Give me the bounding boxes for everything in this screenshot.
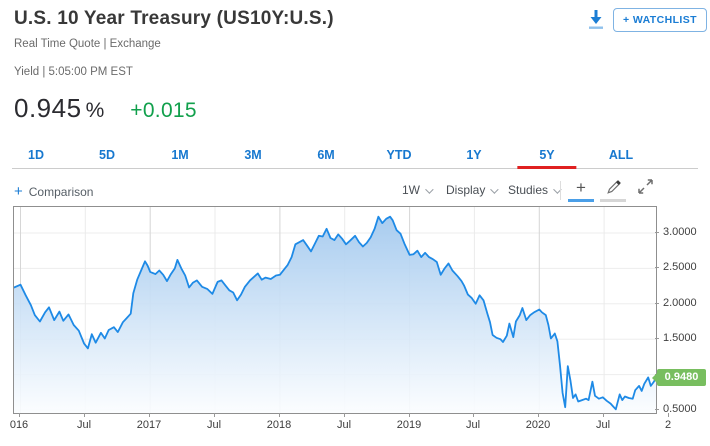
x-axis-label: Jul	[336, 419, 352, 431]
x-axis-label: 2019	[396, 419, 422, 431]
price-chart[interactable]	[13, 206, 657, 414]
x-axis-label: Jul	[76, 419, 92, 431]
studies-label: Studies	[508, 183, 549, 197]
range-tab-1m[interactable]: 1M	[171, 148, 189, 162]
range-tab-3m[interactable]: 3M	[244, 148, 262, 162]
range-tab-5y[interactable]: 5Y	[517, 145, 577, 169]
fullscreen-button[interactable]	[632, 178, 658, 202]
download-icon	[586, 10, 606, 35]
x-axis-label: Jul	[465, 419, 481, 431]
x-axis-label: Jul	[595, 419, 611, 431]
x-axis-tick	[279, 413, 280, 417]
add-comparison-button[interactable]: + Comparison	[14, 183, 93, 200]
y-axis-label: 1.5000	[663, 332, 697, 344]
range-tab-ytd[interactable]: YTD	[386, 148, 412, 162]
range-tab-5d[interactable]: 5D	[99, 148, 115, 162]
x-axis-label: 2020	[525, 419, 551, 431]
x-axis-tick	[538, 413, 539, 417]
quote-meta: Yield | 5:05:00 PM EST	[14, 66, 133, 78]
active-tool-indicator	[568, 199, 594, 202]
x-axis-label: 2	[664, 419, 672, 431]
area-fill	[14, 216, 656, 413]
quote-source-label: Real Time Quote | Exchange	[14, 38, 161, 50]
range-tabs: 1D 5D 1M 3M 6M YTD 1Y 5Y ALL	[12, 144, 698, 169]
toolbar-divider	[560, 181, 561, 200]
studies-dropdown[interactable]: Studies	[508, 183, 562, 197]
x-axis-tick	[473, 413, 474, 417]
display-label: Display	[446, 183, 486, 197]
y-axis-tick	[655, 303, 659, 304]
display-dropdown[interactable]: Display	[446, 183, 500, 197]
x-axis-tick	[603, 413, 604, 417]
crosshair-icon: +	[576, 178, 586, 197]
y-axis-label: 3.0000	[663, 226, 697, 238]
page-title: U.S. 10 Year Treasury (US10Y:U.S.)	[14, 8, 334, 29]
y-axis-label: 0.5000	[663, 403, 697, 415]
x-axis-tick	[668, 413, 669, 417]
tool-underline	[600, 199, 626, 202]
y-axis-label: 2.5000	[663, 261, 697, 273]
x-axis-tick	[214, 413, 215, 417]
y-axis-label: 2.0000	[663, 297, 697, 309]
interval-dropdown[interactable]: 1W	[402, 183, 434, 197]
x-axis-tick	[19, 413, 20, 417]
range-tab-all[interactable]: ALL	[608, 148, 634, 162]
x-axis-tick	[149, 413, 150, 417]
chevron-down-icon	[490, 185, 500, 194]
crosshair-tool-button[interactable]: +	[568, 178, 594, 202]
price-change: +0.015	[130, 99, 197, 122]
plus-icon: +	[14, 183, 23, 200]
x-axis-label: 2017	[136, 419, 162, 431]
y-axis-tick	[655, 409, 659, 410]
price-unit: %	[85, 99, 105, 122]
draw-tool-button[interactable]	[600, 178, 626, 202]
comparison-label: Comparison	[28, 185, 94, 199]
pencil-icon	[604, 180, 623, 200]
price-line	[14, 215, 656, 411]
last-price: 0.945	[14, 93, 82, 123]
range-tab-1y[interactable]: 1Y	[466, 148, 482, 162]
x-axis-label: 016	[9, 419, 29, 431]
y-axis-tick	[655, 267, 659, 268]
chevron-down-icon	[425, 185, 434, 194]
price-row: 0.945 % +0.015	[14, 93, 197, 124]
last-price-badge: 0.9480	[652, 369, 706, 386]
add-watchlist-button[interactable]: + WATCHLIST	[613, 8, 707, 32]
range-tab-1d[interactable]: 1D	[28, 148, 44, 162]
y-axis-tick	[655, 232, 659, 233]
x-axis-label: Jul	[206, 419, 222, 431]
y-axis-tick	[655, 338, 659, 339]
x-axis-tick	[84, 413, 85, 417]
interval-value: 1W	[402, 183, 420, 197]
x-axis: 016 Jul 2017 Jul 2018 Jul 2019 Jul 2020 Jul 2	[0, 413, 710, 439]
expand-icon	[637, 179, 654, 198]
download-button[interactable]	[585, 8, 607, 32]
price-chart-svg	[14, 207, 656, 413]
chart-toolbar: + Comparison 1W Display Studies +	[0, 178, 710, 204]
x-axis-tick	[344, 413, 345, 417]
x-axis-tick	[409, 413, 410, 417]
range-tab-6m[interactable]: 6M	[317, 148, 335, 162]
x-axis-label: 2018	[266, 419, 292, 431]
